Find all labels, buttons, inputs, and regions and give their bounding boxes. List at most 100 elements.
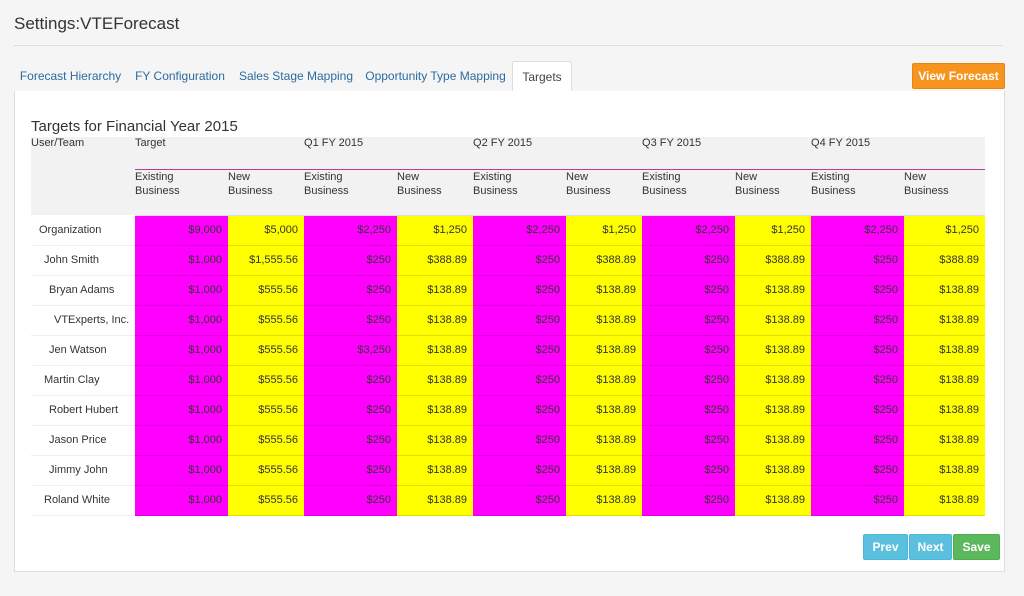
new-business-cell[interactable]: $388.89 xyxy=(397,245,474,276)
existing-business-cell[interactable]: $250 xyxy=(304,425,398,456)
existing-business-cell[interactable]: $250 xyxy=(811,335,905,366)
new-business-cell[interactable]: $1,250 xyxy=(397,215,474,246)
tab-sales-stage-mapping[interactable]: Sales Stage Mapping xyxy=(238,69,354,83)
new-business-cell[interactable]: $138.89 xyxy=(397,335,474,366)
new-business-cell[interactable]: $555.56 xyxy=(228,335,305,366)
new-business-cell[interactable]: $138.89 xyxy=(735,305,812,336)
existing-business-cell[interactable]: $9,000 xyxy=(135,215,228,246)
existing-business-cell[interactable]: $2,250 xyxy=(304,215,398,246)
existing-business-cell[interactable]: $1,000 xyxy=(135,455,228,486)
existing-business-cell[interactable]: $250 xyxy=(304,455,398,486)
new-business-cell[interactable]: $138.89 xyxy=(566,335,643,366)
existing-business-cell[interactable]: $250 xyxy=(304,245,398,276)
existing-business-cell[interactable]: $250 xyxy=(473,485,567,516)
existing-business-cell[interactable]: $250 xyxy=(473,365,567,396)
existing-business-cell[interactable]: $1,000 xyxy=(135,365,228,396)
existing-business-cell[interactable]: $250 xyxy=(304,485,398,516)
existing-business-cell[interactable]: $250 xyxy=(642,425,736,456)
new-business-cell[interactable]: $138.89 xyxy=(735,275,812,306)
existing-business-cell[interactable]: $250 xyxy=(473,455,567,486)
existing-business-cell[interactable]: $250 xyxy=(473,305,567,336)
existing-business-cell[interactable]: $1,000 xyxy=(135,485,228,516)
new-business-cell[interactable]: $555.56 xyxy=(228,275,305,306)
new-business-cell[interactable]: $138.89 xyxy=(397,485,474,516)
existing-business-cell[interactable]: $250 xyxy=(642,455,736,486)
existing-business-cell[interactable]: $250 xyxy=(304,365,398,396)
save-button[interactable]: Save xyxy=(953,534,1000,560)
tab-targets[interactable]: Targets xyxy=(512,61,572,92)
existing-business-cell[interactable]: $250 xyxy=(811,245,905,276)
prev-button[interactable]: Prev xyxy=(863,534,908,560)
new-business-cell[interactable]: $138.89 xyxy=(904,485,986,516)
existing-business-cell[interactable]: $250 xyxy=(811,485,905,516)
new-business-cell[interactable]: $138.89 xyxy=(735,425,812,456)
existing-business-cell[interactable]: $250 xyxy=(473,395,567,426)
existing-business-cell[interactable]: $1,000 xyxy=(135,335,228,366)
new-business-cell[interactable]: $138.89 xyxy=(735,485,812,516)
new-business-cell[interactable]: $555.56 xyxy=(228,365,305,396)
existing-business-cell[interactable]: $250 xyxy=(304,275,398,306)
new-business-cell[interactable]: $138.89 xyxy=(566,425,643,456)
existing-business-cell[interactable]: $250 xyxy=(811,425,905,456)
existing-business-cell[interactable]: $250 xyxy=(811,455,905,486)
new-business-cell[interactable]: $555.56 xyxy=(228,305,305,336)
existing-business-cell[interactable]: $250 xyxy=(473,425,567,456)
tab-fy-configuration[interactable]: FY Configuration xyxy=(135,69,225,83)
existing-business-cell[interactable]: $1,000 xyxy=(135,425,228,456)
existing-business-cell[interactable]: $250 xyxy=(811,395,905,426)
tab-opportunity-type-mapping[interactable]: Opportunity Type Mapping xyxy=(365,69,506,83)
new-business-cell[interactable]: $138.89 xyxy=(397,455,474,486)
existing-business-cell[interactable]: $250 xyxy=(811,275,905,306)
tab-forecast-hierarchy[interactable]: Forecast Hierarchy xyxy=(19,69,122,83)
existing-business-cell[interactable]: $250 xyxy=(642,245,736,276)
new-business-cell[interactable]: $138.89 xyxy=(904,305,986,336)
existing-business-cell[interactable]: $2,250 xyxy=(642,215,736,246)
existing-business-cell[interactable]: $2,250 xyxy=(473,215,567,246)
existing-business-cell[interactable]: $250 xyxy=(473,335,567,366)
existing-business-cell[interactable]: $250 xyxy=(642,305,736,336)
new-business-cell[interactable]: $5,000 xyxy=(228,215,305,246)
new-business-cell[interactable]: $1,250 xyxy=(904,215,986,246)
new-business-cell[interactable]: $138.89 xyxy=(735,365,812,396)
existing-business-cell[interactable]: $2,250 xyxy=(811,215,905,246)
new-business-cell[interactable]: $138.89 xyxy=(397,275,474,306)
existing-business-cell[interactable]: $250 xyxy=(473,275,567,306)
new-business-cell[interactable]: $138.89 xyxy=(735,335,812,366)
existing-business-cell[interactable]: $250 xyxy=(304,395,398,426)
new-business-cell[interactable]: $138.89 xyxy=(735,395,812,426)
existing-business-cell[interactable]: $250 xyxy=(811,365,905,396)
new-business-cell[interactable]: $138.89 xyxy=(566,455,643,486)
existing-business-cell[interactable]: $250 xyxy=(642,335,736,366)
existing-business-cell[interactable]: $250 xyxy=(304,305,398,336)
new-business-cell[interactable]: $1,250 xyxy=(566,215,643,246)
new-business-cell[interactable]: $388.89 xyxy=(566,245,643,276)
new-business-cell[interactable]: $138.89 xyxy=(397,305,474,336)
new-business-cell[interactable]: $138.89 xyxy=(566,305,643,336)
new-business-cell[interactable]: $138.89 xyxy=(566,395,643,426)
new-business-cell[interactable]: $555.56 xyxy=(228,455,305,486)
new-business-cell[interactable]: $138.89 xyxy=(566,275,643,306)
existing-business-cell[interactable]: $1,000 xyxy=(135,395,228,426)
existing-business-cell[interactable]: $3,250 xyxy=(304,335,398,366)
existing-business-cell[interactable]: $250 xyxy=(642,485,736,516)
new-business-cell[interactable]: $138.89 xyxy=(566,365,643,396)
view-forecast-button[interactable]: View Forecast xyxy=(912,63,1005,89)
new-business-cell[interactable]: $138.89 xyxy=(397,425,474,456)
new-business-cell[interactable]: $138.89 xyxy=(904,425,986,456)
new-business-cell[interactable]: $555.56 xyxy=(228,485,305,516)
new-business-cell[interactable]: $388.89 xyxy=(735,245,812,276)
existing-business-cell[interactable]: $250 xyxy=(642,275,736,306)
existing-business-cell[interactable]: $250 xyxy=(642,365,736,396)
existing-business-cell[interactable]: $250 xyxy=(811,305,905,336)
existing-business-cell[interactable]: $250 xyxy=(473,245,567,276)
existing-business-cell[interactable]: $1,000 xyxy=(135,275,228,306)
new-business-cell[interactable]: $138.89 xyxy=(904,335,986,366)
new-business-cell[interactable]: $138.89 xyxy=(904,455,986,486)
new-business-cell[interactable]: $138.89 xyxy=(566,485,643,516)
next-button[interactable]: Next xyxy=(909,534,952,560)
new-business-cell[interactable]: $138.89 xyxy=(904,395,986,426)
new-business-cell[interactable]: $1,250 xyxy=(735,215,812,246)
new-business-cell[interactable]: $138.89 xyxy=(735,455,812,486)
new-business-cell[interactable]: $138.89 xyxy=(904,365,986,396)
existing-business-cell[interactable]: $1,000 xyxy=(135,245,228,276)
